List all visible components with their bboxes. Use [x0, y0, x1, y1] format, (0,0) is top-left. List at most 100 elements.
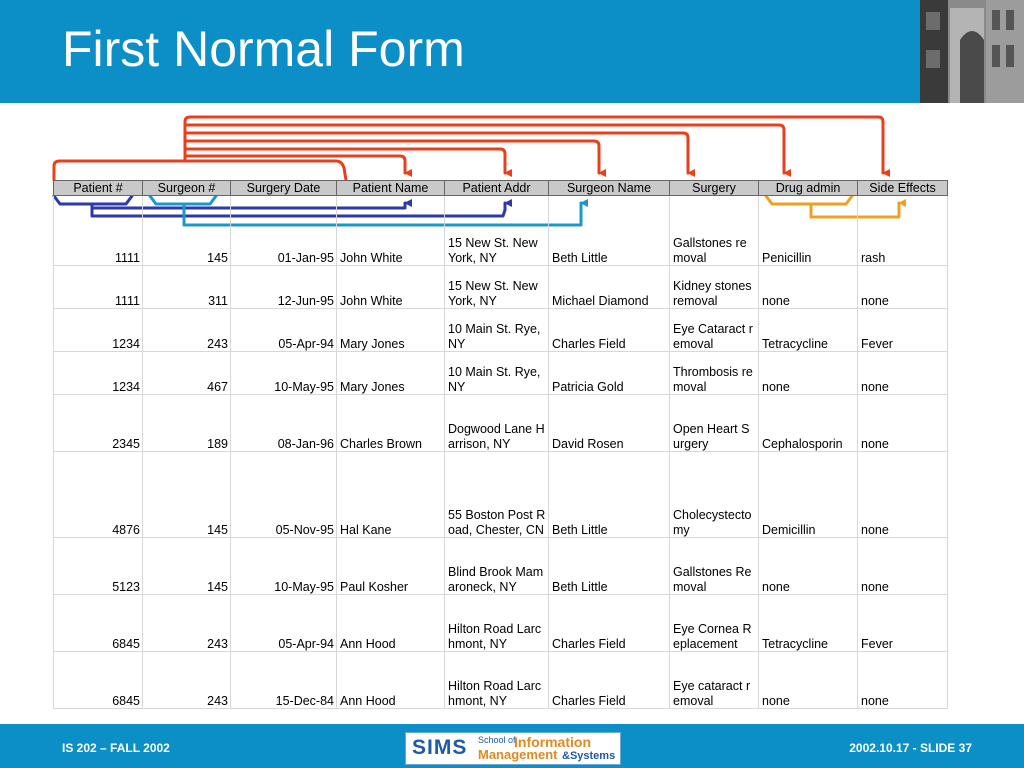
- patient-num-cell: 1111: [53, 195, 143, 266]
- drug-admin-cell: Demicillin: [758, 451, 858, 538]
- slide-number-label: 2002.10.17 - SLIDE 37: [849, 741, 972, 755]
- table-row: 1234 243 05-Apr-94 Mary Jones 10 Main St…: [53, 308, 948, 352]
- side-effects-cell: none: [857, 394, 948, 452]
- drug-admin-cell: Tetracycline: [758, 308, 858, 352]
- drug-admin-cell: none: [758, 265, 858, 309]
- surgery-date-cell: 12-Jun-95: [230, 265, 337, 309]
- surgery-cell: Gallstones Removal: [669, 537, 759, 595]
- patient-addr-cell: 15 New St. New York, NY: [444, 265, 549, 309]
- table-row: 5123 145 10-May-95 Paul Kosher Blind Bro…: [53, 537, 948, 595]
- surgery-date-cell: 15-Dec-84: [230, 651, 337, 709]
- col-header-surgeon-num: Surgeon #: [142, 180, 231, 196]
- logo-management-text: Management: [478, 747, 558, 762]
- sims-logo: SIMS School of Information Management &S…: [405, 732, 621, 765]
- col-header-drug-admin: Drug admin: [758, 180, 858, 196]
- side-effects-cell: none: [857, 451, 948, 538]
- side-effects-cell: none: [857, 265, 948, 309]
- surgeon-num-cell: 145: [142, 537, 231, 595]
- patient-addr-cell: 10 Main St. Rye, NY: [444, 351, 549, 395]
- col-header-surgeon-name: Surgeon Name: [548, 180, 670, 196]
- surgeon-num-cell: 243: [142, 651, 231, 709]
- side-effects-cell: rash: [857, 195, 948, 266]
- table-row: 2345 189 08-Jan-96 Charles Brown Dogwood…: [53, 394, 948, 452]
- patient-num-cell: 4876: [53, 451, 143, 538]
- slide-header: [0, 0, 1024, 103]
- arrow-to-surgeon-name: [183, 139, 606, 177]
- table-row: 6845 243 15-Dec-84 Ann Hood Hilton Road …: [53, 651, 948, 709]
- surgery-cell: Gallstones removal: [669, 195, 759, 266]
- patient-num-cell: 1234: [53, 308, 143, 352]
- surgeon-num-cell: 243: [142, 594, 231, 652]
- side-effects-cell: none: [857, 651, 948, 709]
- patient-name-cell: Charles Brown: [336, 394, 445, 452]
- col-header-patient-num: Patient #: [53, 180, 143, 196]
- patient-addr-cell: Dogwood Lane Harrison, NY: [444, 394, 549, 452]
- patient-num-cell: 1111: [53, 265, 143, 309]
- surgery-cell: Cholecystectomy: [669, 451, 759, 538]
- patient-addr-cell: 15 New St. New York, NY: [444, 195, 549, 266]
- drug-admin-cell: none: [758, 351, 858, 395]
- col-header-surgery: Surgery: [669, 180, 759, 196]
- surgery-cell: Eye Cataract removal: [669, 308, 759, 352]
- table-row: 6845 243 05-Apr-94 Ann Hood Hilton Road …: [53, 594, 948, 652]
- patient-addr-cell: Hilton Road Larchmont, NY: [444, 651, 549, 709]
- surgery-date-cell: 05-Apr-94: [230, 594, 337, 652]
- surgeon-name-cell: Charles Field: [548, 594, 670, 652]
- surgeon-name-cell: Patricia Gold: [548, 351, 670, 395]
- patient-addr-cell: 55 Boston Post Road, Chester, CN: [444, 451, 549, 538]
- surgery-date-cell: 10-May-95: [230, 537, 337, 595]
- drug-admin-cell: Penicillin: [758, 195, 858, 266]
- patient-name-cell: John White: [336, 195, 445, 266]
- surgeon-name-cell: Beth Little: [548, 451, 670, 538]
- patient-name-cell: Paul Kosher: [336, 537, 445, 595]
- header-row: Patient # Surgeon # Surgery Date Patient…: [53, 180, 948, 196]
- drug-admin-cell: Tetracycline: [758, 594, 858, 652]
- logo-information-text: Information: [514, 734, 591, 750]
- surgery-date-cell: 05-Nov-95: [230, 451, 337, 538]
- arrow-to-surgery: [183, 131, 695, 177]
- surgeon-name-cell: Beth Little: [548, 537, 670, 595]
- surgeon-name-cell: Michael Diamond: [548, 265, 670, 309]
- patient-num-cell: 6845: [53, 651, 143, 709]
- logo-sims-text: SIMS: [412, 736, 468, 759]
- surgery-cell: Eye cataract removal: [669, 651, 759, 709]
- table-row: 1111 145 01-Jan-95 John White 15 New St.…: [53, 195, 948, 266]
- col-header-side-effects: Side Effects: [857, 180, 948, 196]
- surgeon-num-cell: 145: [142, 451, 231, 538]
- surgery-date-cell: 10-May-95: [230, 351, 337, 395]
- patient-addr-cell: 10 Main St. Rye, NY: [444, 308, 549, 352]
- surgeon-name-cell: Beth Little: [548, 195, 670, 266]
- patient-num-cell: 1234: [53, 351, 143, 395]
- surgeon-num-cell: 189: [142, 394, 231, 452]
- patient-num-cell: 6845: [53, 594, 143, 652]
- surgery-date-cell: 05-Apr-94: [230, 308, 337, 352]
- arrow-to-patient-name: [183, 154, 412, 177]
- surgeon-name-cell: Charles Field: [548, 651, 670, 709]
- patient-name-cell: John White: [336, 265, 445, 309]
- surgeon-num-cell: 311: [142, 265, 231, 309]
- surgeon-num-cell: 145: [142, 195, 231, 266]
- patient-name-cell: Mary Jones: [336, 351, 445, 395]
- arrow-to-side-effects: [183, 115, 890, 177]
- surgeon-num-cell: 243: [142, 308, 231, 352]
- surgeon-num-cell: 467: [142, 351, 231, 395]
- col-header-patient-addr: Patient Addr: [444, 180, 549, 196]
- surgery-cell: Eye Cornea Replacement: [669, 594, 759, 652]
- surgery-date-cell: 01-Jan-95: [230, 195, 337, 266]
- drug-admin-cell: none: [758, 537, 858, 595]
- logo-school-text: School of: [478, 735, 516, 745]
- surgery-cell: Open Heart Surgery: [669, 394, 759, 452]
- drug-admin-cell: none: [758, 651, 858, 709]
- arrow-to-patient-addr: [183, 147, 512, 177]
- slide-title: First Normal Form: [62, 21, 465, 77]
- side-effects-cell: none: [857, 351, 948, 395]
- col-header-surgery-date: Surgery Date: [230, 180, 337, 196]
- table-row: 1111 311 12-Jun-95 John White 15 New St.…: [53, 265, 948, 309]
- course-label: IS 202 – FALL 2002: [62, 741, 170, 755]
- surgeon-name-cell: David Rosen: [548, 394, 670, 452]
- patient-name-cell: Hal Kane: [336, 451, 445, 538]
- patient-name-cell: Mary Jones: [336, 308, 445, 352]
- surgery-cell: Thrombosis removal: [669, 351, 759, 395]
- col-header-patient-name: Patient Name: [336, 180, 445, 196]
- surgery-cell: Kidney stones removal: [669, 265, 759, 309]
